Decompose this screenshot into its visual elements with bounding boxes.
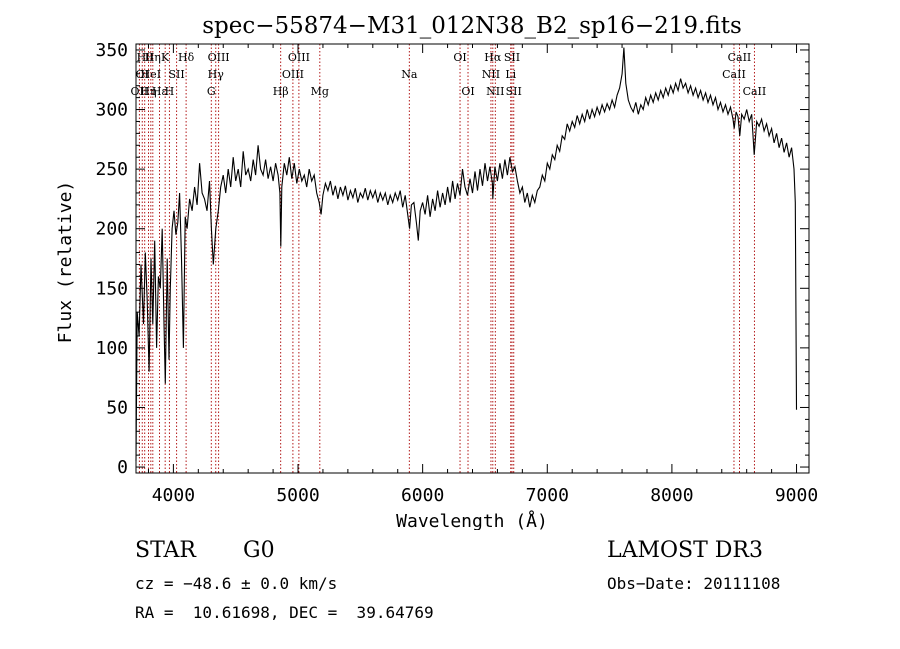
x-tick-label-0: 4000 (152, 485, 195, 506)
y-tick-label-1: 50 (106, 397, 128, 418)
line-label-18: Na (401, 68, 418, 81)
line-label-29: CaII (743, 85, 767, 98)
object-class: STAR (135, 538, 196, 563)
line-label-5: Hη (145, 51, 161, 64)
line-label-7: K (161, 51, 170, 64)
line-label-17: Mg (311, 85, 329, 98)
x-axis-label: Wavelength (Å) (396, 510, 548, 530)
line-label-28: CaII (728, 51, 752, 64)
obs-date-text: Obs−Date: 20111108 (607, 574, 781, 593)
line-label-2: Hθ (137, 51, 154, 64)
line-label-23: NII (486, 85, 504, 98)
x-tick-label-4: 8000 (650, 485, 693, 506)
line-label-15: OIII (282, 68, 304, 81)
y-tick-label-6: 300 (95, 100, 128, 121)
line-label-13: OIII (208, 51, 230, 64)
line-label-1: OI (136, 68, 149, 81)
y-tick-label-3: 150 (95, 278, 128, 299)
y-tick-label-7: 350 (95, 40, 128, 61)
line-label-11: G (207, 85, 216, 98)
chart-title: spec−55874−M31_012N38_B2_sp16−219.fits (202, 13, 742, 39)
line-label-10: Hδ (178, 51, 195, 64)
y-tick-label-5: 250 (95, 159, 128, 180)
line-label-16: OIII (288, 51, 310, 64)
line-label-27: CaII (722, 68, 746, 81)
line-label-24: Li (505, 68, 516, 81)
coordinates-text: RA = 10.61698, DEC = 39.64769 (135, 603, 434, 622)
y-axis: 0 50 100 150 200 250 300 350 (95, 40, 809, 478)
x-axis: 4000 5000 6000 7000 8000 9000 (147, 44, 818, 506)
line-label-20: OI (461, 85, 474, 98)
plot-frame (135, 43, 810, 474)
spectrum-line (135, 47, 798, 462)
line-label-19: OI (453, 51, 466, 64)
object-subclass: G0 (243, 538, 275, 563)
line-label-25: SII (504, 51, 520, 64)
line-label-12: Hγ (208, 68, 225, 81)
y-tick-label-4: 200 (95, 219, 128, 240)
line-label-3: Hη (140, 85, 156, 98)
line-label-14: Hβ (273, 85, 289, 98)
y-tick-label-2: 100 (95, 338, 128, 359)
redshift-text: cz = −48.6 ± 0.0 km/s (135, 574, 338, 593)
x-tick-label-2: 6000 (401, 485, 444, 506)
line-label-4: HeI (141, 68, 161, 81)
line-label-0: OII (131, 85, 149, 98)
line-label-6: Hε (152, 85, 168, 98)
x-tick-label-3: 7000 (526, 485, 569, 506)
y-tick-label-0: 0 (117, 457, 128, 478)
spectrum-chart: spec−55874−M31_012N38_B2_sp16−219.fits O… (55, 13, 818, 532)
x-tick-label-1: 5000 (276, 485, 319, 506)
line-label-21: NII (482, 68, 500, 81)
line-label-26: SII (506, 85, 522, 98)
survey-name: LAMOST DR3 (607, 538, 763, 563)
line-label-9: SII (169, 68, 185, 81)
spectral-line-labels: OIIOIHθHηHeIHηHεKHSIIHδGHγOIIIHβOIIIOIII… (131, 51, 767, 98)
x-tick-label-5: 9000 (775, 485, 818, 506)
line-label-22: Hα (484, 51, 502, 64)
y-axis-label: Flux (relative) (55, 181, 76, 344)
spectral-line-markers (138, 44, 755, 473)
line-label-8: H (165, 85, 175, 98)
